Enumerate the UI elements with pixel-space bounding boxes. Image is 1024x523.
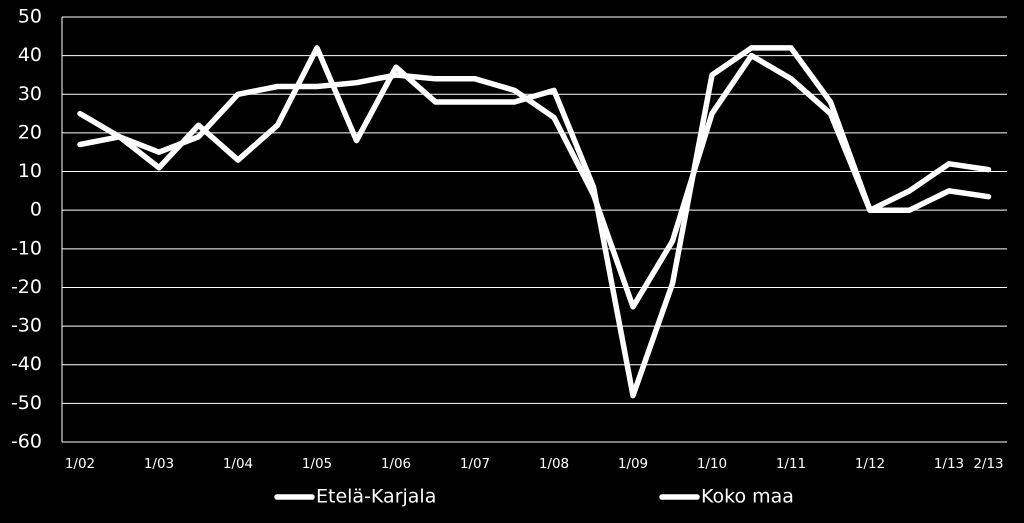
legend: Etelä-Karjala Koko maa xyxy=(274,486,794,508)
y-tick-label: 20 xyxy=(18,121,42,143)
y-tick-label: 10 xyxy=(18,160,42,182)
y-tick-label: -30 xyxy=(11,315,42,337)
legend-label-koko-maa: Koko maa xyxy=(701,486,794,508)
x-tick-label: 1/11 xyxy=(776,456,806,472)
x-tick-label: 1/09 xyxy=(618,456,648,472)
x-tick-label: 1/03 xyxy=(144,456,174,472)
y-tick-label: -40 xyxy=(11,353,42,375)
x-tick-label: 1/07 xyxy=(460,456,490,472)
x-tick-label: 1/05 xyxy=(302,456,332,472)
x-tick-label: 1/13 xyxy=(934,456,964,472)
x-tick-label: 1/08 xyxy=(539,456,569,472)
x-tick-label: 1/12 xyxy=(855,456,885,472)
y-tick-label: -50 xyxy=(11,392,42,414)
series-lines xyxy=(77,45,992,399)
y-tick-label: 0 xyxy=(30,199,42,221)
y-tick-label: 50 xyxy=(18,6,42,28)
y-tick-label: 40 xyxy=(18,44,42,66)
y-axis: 50 40 30 20 10 0 -10 -20 -30 -40 -50 -60 xyxy=(11,6,42,453)
x-tick-label: 1/02 xyxy=(65,456,95,472)
x-tick-label: 2/13 xyxy=(973,456,1003,472)
x-tick-label: 1/10 xyxy=(697,456,727,472)
y-tick-label: 30 xyxy=(18,83,42,105)
x-tick-label: 1/04 xyxy=(223,456,253,472)
series-line-koko-maa xyxy=(77,52,992,310)
legend-label-etela-karjala: Etelä-Karjala xyxy=(316,486,436,508)
gridlines xyxy=(61,16,1007,443)
series-line-etela-karjala xyxy=(77,45,992,399)
x-axis: 1/02 1/03 1/04 1/05 1/06 1/07 1/08 1/09 1/10 1/11… xyxy=(65,456,1004,472)
y-tick-label: -20 xyxy=(11,276,42,298)
y-tick-label: -60 xyxy=(11,431,42,453)
y-tick-label: -10 xyxy=(11,237,42,259)
x-tick-label: 1/06 xyxy=(381,456,411,472)
